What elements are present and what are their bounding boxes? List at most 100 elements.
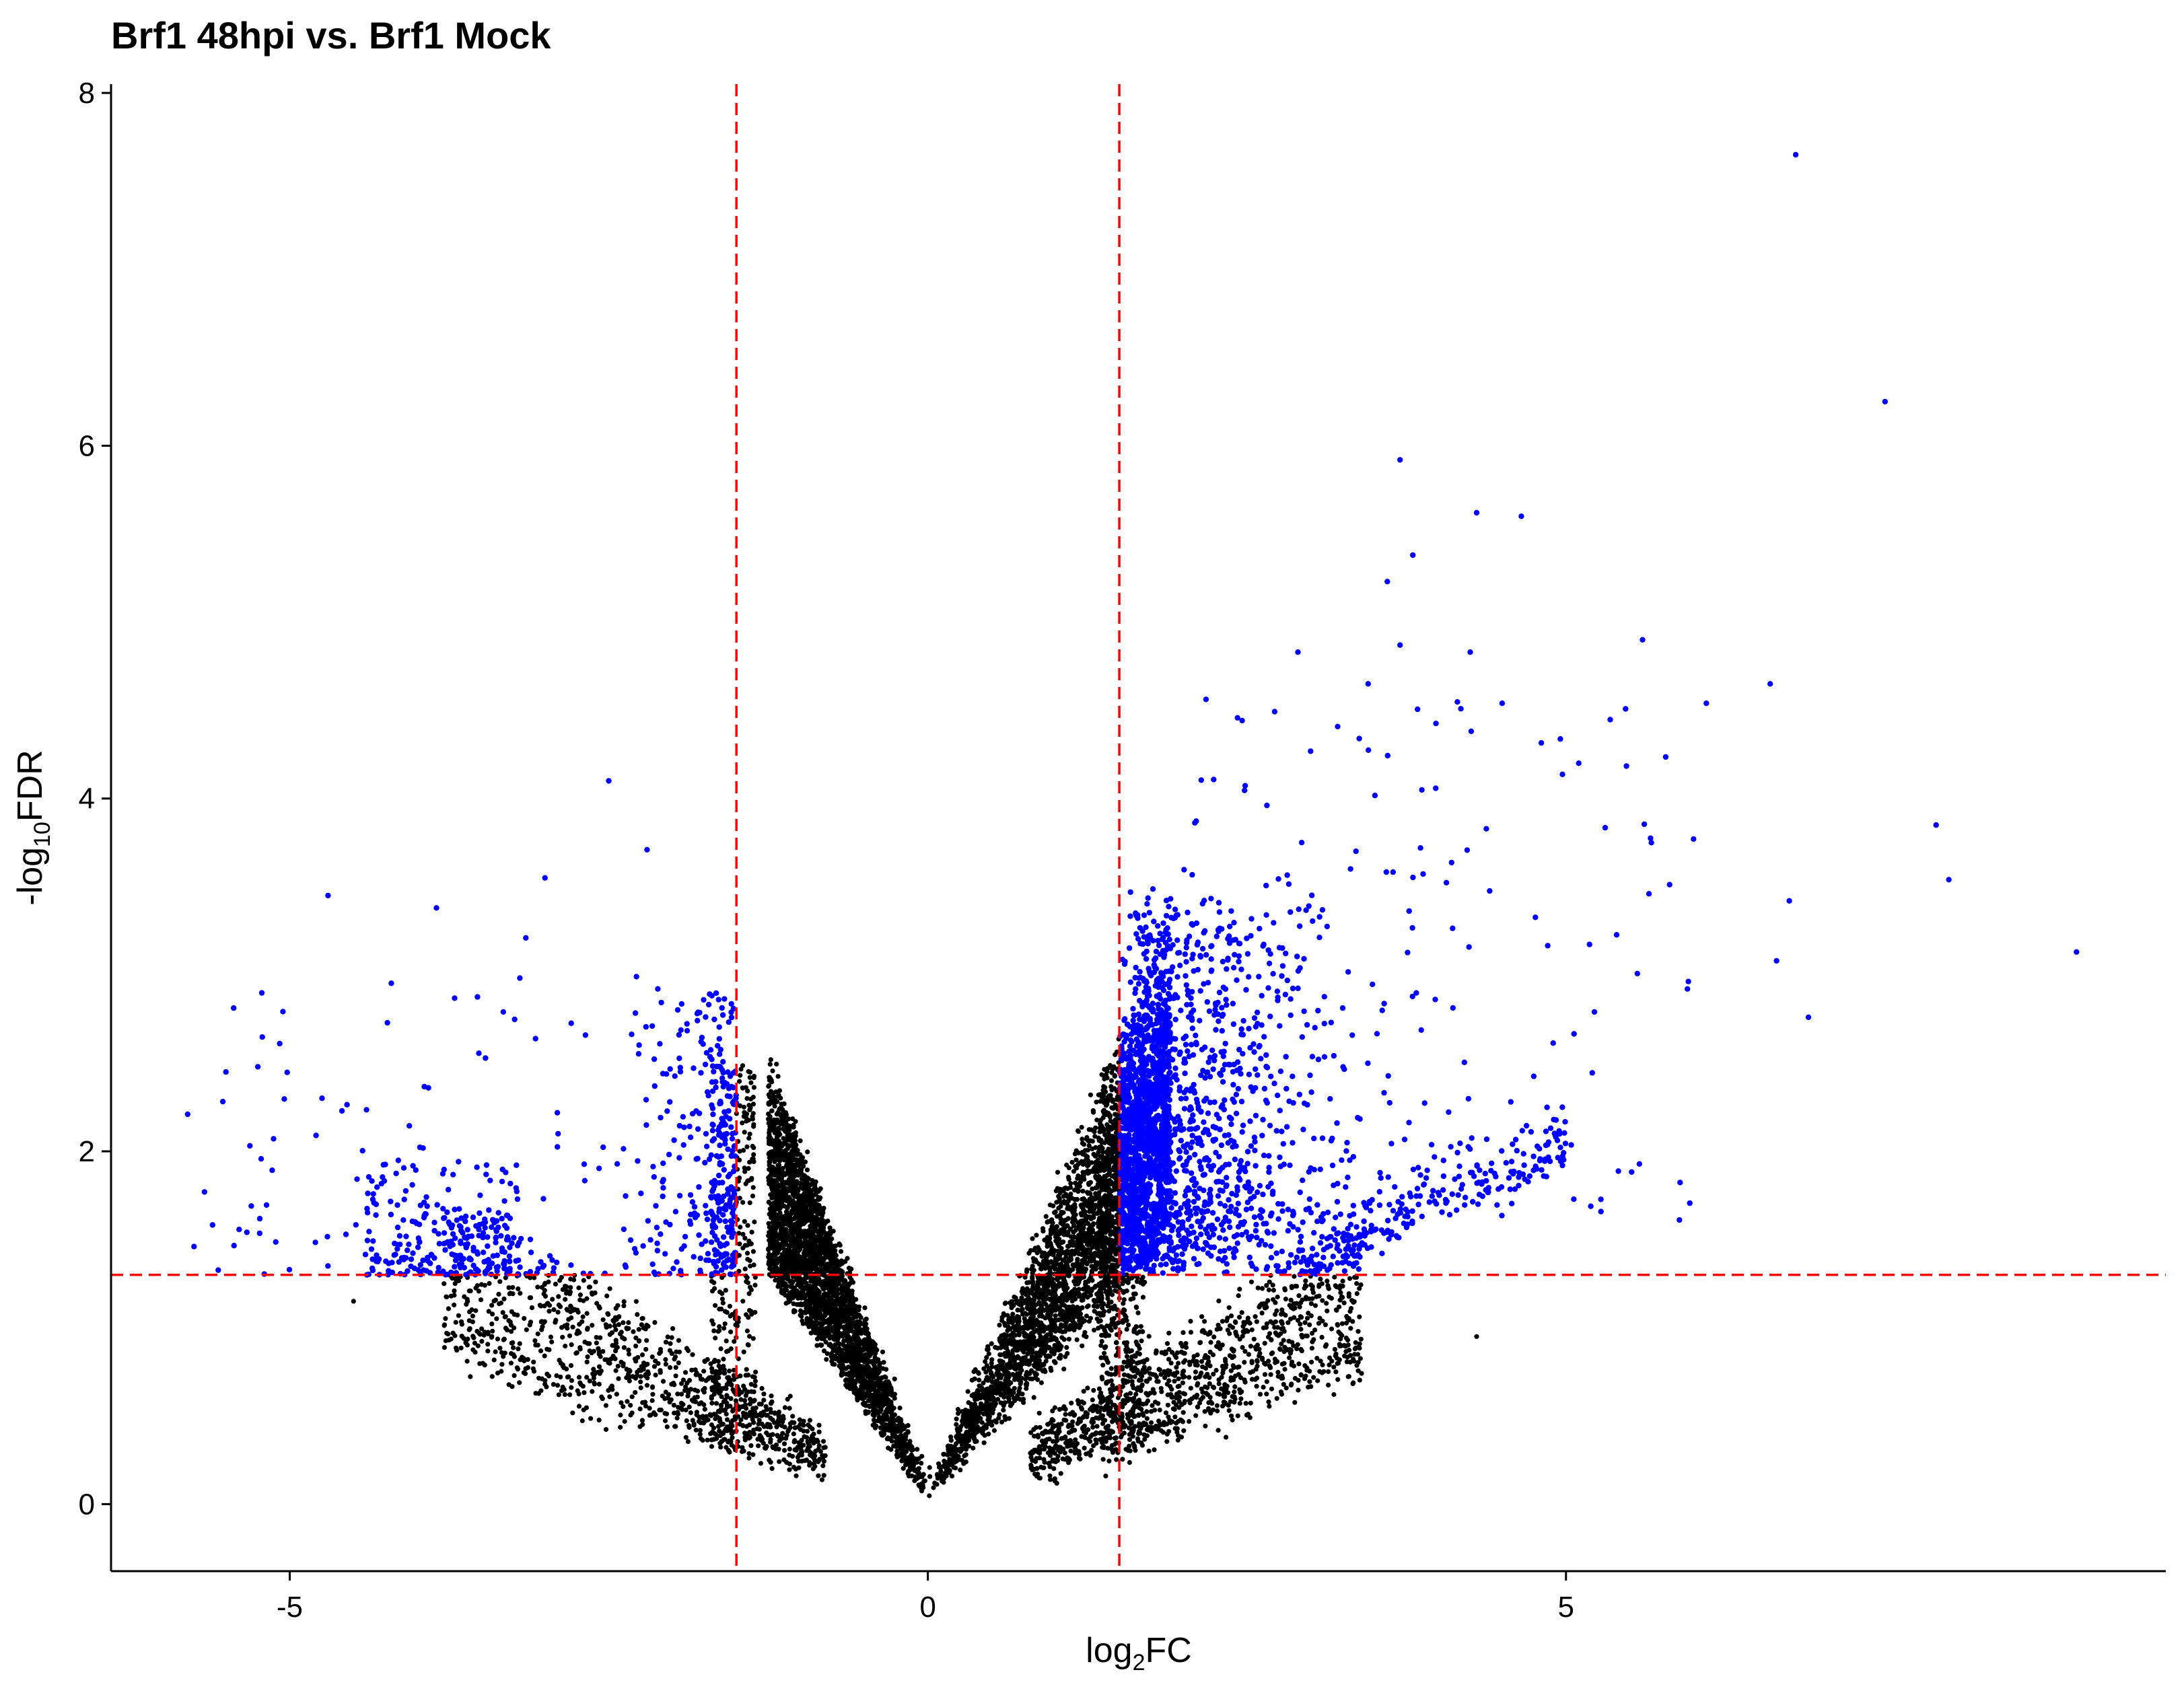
data-point [1076, 1287, 1082, 1292]
data-point [1088, 1127, 1094, 1132]
data-point [927, 1493, 932, 1498]
data-point [999, 1318, 1005, 1324]
data-point [1080, 1343, 1085, 1348]
data-point [1072, 1202, 1078, 1207]
data-point [991, 1428, 997, 1433]
data-point [919, 1461, 924, 1466]
data-point [1030, 1270, 1035, 1276]
data-point [1045, 1304, 1050, 1310]
data-point [894, 1449, 900, 1454]
data-point [1093, 1125, 1098, 1130]
data-point [1034, 1259, 1039, 1265]
data-point [973, 1367, 978, 1373]
data-point [1122, 1016, 1128, 1022]
data-point [881, 1360, 886, 1365]
data-point [1133, 1265, 1139, 1271]
data-point [818, 1342, 824, 1348]
data-point [804, 1167, 810, 1173]
data-point [785, 1145, 791, 1150]
data-point [1080, 1136, 1085, 1142]
data-point [768, 1057, 773, 1062]
data-point [1080, 1196, 1085, 1202]
data-point [927, 1474, 933, 1479]
data-point [1064, 1345, 1069, 1350]
data-point [904, 1457, 909, 1463]
data-point [1167, 1069, 1173, 1076]
data-point [845, 1384, 850, 1389]
data-point [1043, 1369, 1048, 1374]
data-point [784, 1283, 789, 1289]
data-point [1081, 1142, 1087, 1147]
data-point [779, 1101, 784, 1107]
data-point [900, 1422, 905, 1428]
data-point [1131, 1284, 1136, 1290]
data-point [1132, 990, 1138, 997]
data-point [954, 1422, 959, 1427]
data-point [1024, 1385, 1029, 1391]
data-point [1061, 1367, 1067, 1372]
data-point [1090, 1186, 1095, 1192]
data-point [798, 1308, 804, 1313]
data-point [1006, 1416, 1012, 1421]
data-point [804, 1321, 810, 1326]
data-point [1096, 1146, 1102, 1151]
data-point [777, 1107, 782, 1112]
data-point [1027, 1376, 1033, 1381]
data-point [1024, 1370, 1030, 1375]
data-point [851, 1305, 856, 1311]
data-point [1035, 1285, 1041, 1290]
data-point [956, 1411, 961, 1416]
data-point [1014, 1297, 1019, 1303]
data-point [965, 1389, 971, 1394]
data-point [849, 1266, 854, 1272]
data-point [932, 1480, 938, 1486]
data-point [986, 1395, 991, 1400]
data-point [1051, 1359, 1057, 1364]
data-point [1058, 1204, 1063, 1209]
data-point [894, 1454, 900, 1459]
data-point [1038, 1380, 1044, 1385]
data-point [997, 1322, 1002, 1328]
data-point [814, 1343, 820, 1348]
data-point [808, 1330, 814, 1336]
data-point [766, 1116, 771, 1122]
data-point [1045, 1354, 1050, 1360]
data-point [1020, 1311, 1026, 1317]
data-point [1066, 1165, 1071, 1171]
data-point [1015, 1354, 1020, 1359]
data-point [1160, 987, 1167, 994]
data-point [1036, 1350, 1042, 1355]
data-point [1166, 904, 1172, 910]
data-point [1084, 1304, 1090, 1309]
data-point [1165, 990, 1172, 997]
data-point [808, 1301, 813, 1307]
chart-title: Brf1 48hpi vs. Brf1 Mock [111, 14, 551, 57]
data-point [1031, 1395, 1036, 1400]
data-point [1034, 1233, 1039, 1238]
data-point [1057, 1355, 1062, 1361]
data-point [1129, 1038, 1135, 1045]
data-point [1054, 1224, 1059, 1229]
data-point [1030, 1236, 1035, 1241]
data-point [839, 1303, 844, 1309]
data-point [1133, 986, 1139, 992]
data-point [770, 1068, 775, 1074]
data-point [979, 1420, 985, 1425]
data-point [901, 1466, 906, 1471]
data-point [818, 1186, 823, 1192]
data-point [997, 1412, 1002, 1417]
data-point [767, 1094, 773, 1099]
data-point [1164, 1035, 1171, 1041]
data-point [880, 1349, 886, 1354]
data-point [1053, 1313, 1058, 1318]
data-point [1084, 1334, 1089, 1340]
data-point [804, 1315, 810, 1321]
data-point [989, 1370, 994, 1375]
data-point [1054, 1200, 1059, 1205]
data-point [1094, 1117, 1100, 1123]
data-point [1091, 1221, 1096, 1227]
data-point [837, 1341, 843, 1346]
data-point [977, 1377, 982, 1383]
data-point [976, 1412, 981, 1417]
data-point [1167, 1029, 1173, 1036]
